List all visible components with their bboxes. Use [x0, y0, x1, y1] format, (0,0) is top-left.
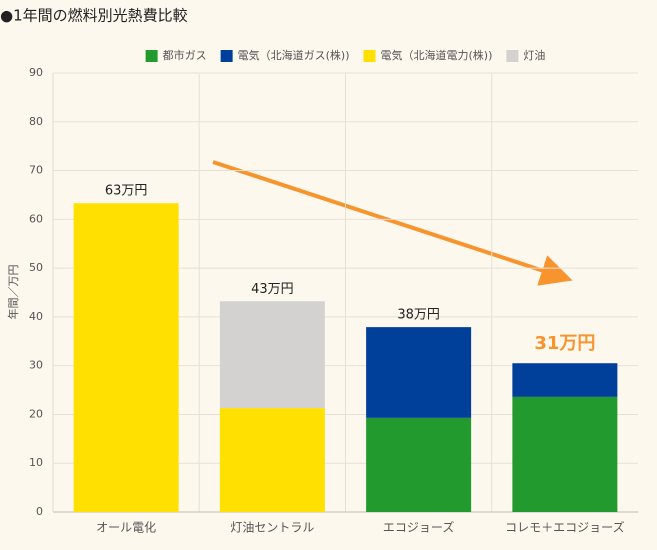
y-tick-label: 50 [29, 261, 43, 274]
legend-swatch [220, 50, 233, 62]
bar-segment [366, 417, 472, 512]
legend-swatch [363, 50, 376, 62]
y-tick-label: 10 [29, 456, 43, 469]
bar-segment [512, 396, 618, 512]
x-tick-label: コレモ＋エコジョーズ [505, 520, 624, 535]
y-tick-label: 90 [29, 66, 43, 79]
bar-segment [366, 327, 472, 418]
bar-segment [219, 408, 325, 512]
total-label: 38万円 [397, 308, 440, 323]
y-tick-label: 30 [29, 359, 43, 372]
chart-title: ●1年間の燃料別光熱費比較 [0, 7, 188, 25]
x-tick-label: 灯油セントラル [230, 521, 314, 535]
legend-label: 電気（北海道ガス(株)) [238, 48, 350, 62]
y-tick-label: 60 [29, 212, 43, 225]
bar-segment [219, 301, 325, 409]
y-axis-label: 年間／万円 [6, 265, 20, 320]
total-label: 43万円 [251, 282, 294, 297]
y-tick-label: 80 [29, 115, 43, 128]
bar-segment [73, 203, 179, 512]
y-tick-label: 40 [29, 310, 43, 323]
y-tick-label: 20 [29, 407, 43, 420]
legend-label: 都市ガス [163, 48, 207, 62]
total-label: 31万円 [534, 333, 595, 354]
total-label: 63万円 [105, 184, 148, 199]
legend-label: 灯油 [523, 48, 545, 62]
legend: 都市ガス 電気（北海道ガス(株)) 電気（北海道電力(株)) 灯油 [145, 48, 545, 62]
x-tick-label: オール電化 [96, 521, 156, 535]
trend-arrow [212, 160, 573, 286]
y-tick-label: 70 [29, 164, 43, 177]
legend-swatch [506, 50, 519, 62]
legend-swatch [145, 50, 158, 62]
x-tick-label: エコジョーズ [383, 520, 454, 535]
bar-segment [512, 363, 618, 397]
y-tick-label: 0 [36, 505, 43, 518]
legend-label: 電気（北海道電力(株)) [381, 48, 493, 62]
